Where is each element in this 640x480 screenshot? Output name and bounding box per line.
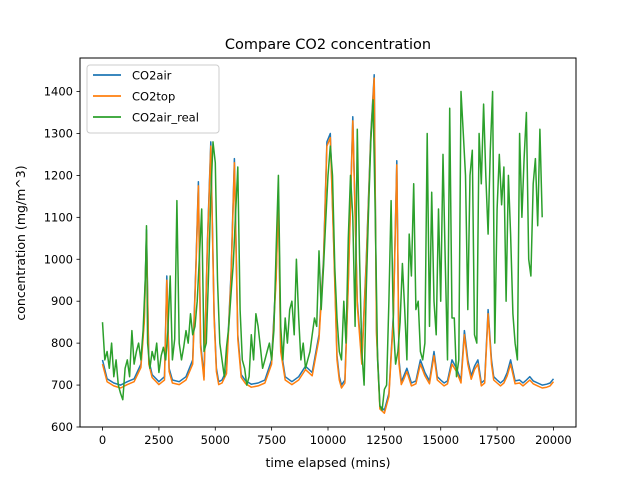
- x-tick-label: 5000: [201, 433, 230, 447]
- x-tick-label: 17500: [479, 433, 516, 447]
- x-tick-label: 0: [99, 433, 106, 447]
- y-tick-label: 1000: [44, 252, 73, 266]
- legend: CO2air CO2top CO2air_real: [86, 64, 220, 134]
- plot-area: [79, 57, 577, 428]
- x-tick-label: 7500: [257, 433, 286, 447]
- y-axis: 600 700 800 900 1000 1100 1200 1300 1400: [44, 85, 80, 434]
- y-axis-label: concentration (mg/m^3): [13, 165, 28, 320]
- y-tick-label: 900: [51, 294, 73, 308]
- x-tick-label: 10000: [310, 433, 347, 447]
- y-tick-label: 600: [51, 420, 73, 434]
- x-axis-label: time elapsed (mins): [266, 455, 391, 470]
- chart-title: Compare CO2 concentration: [225, 37, 431, 53]
- x-tick-label: 2500: [144, 433, 173, 447]
- x-tick-label: 20000: [535, 433, 572, 447]
- series-line-co2air-real: [101, 90, 543, 411]
- legend-label: CO2air_real: [132, 111, 199, 125]
- y-tick-label: 1100: [44, 210, 73, 224]
- y-tick-label: 1200: [44, 168, 73, 182]
- y-tick-label: 1300: [44, 126, 73, 140]
- series-layer: [101, 74, 555, 414]
- legend-box: [86, 64, 220, 134]
- x-tick-label: 12500: [366, 433, 403, 447]
- y-tick-label: 700: [51, 378, 73, 392]
- x-axis: 0 2500 5000 7500 10000 12500 15000 17500 20000: [99, 427, 572, 447]
- legend-label: CO2air: [132, 69, 172, 83]
- y-tick-label: 1400: [44, 85, 73, 99]
- y-tick-label: 800: [51, 336, 73, 350]
- legend-label: CO2top: [132, 90, 175, 104]
- x-tick-label: 15000: [422, 433, 459, 447]
